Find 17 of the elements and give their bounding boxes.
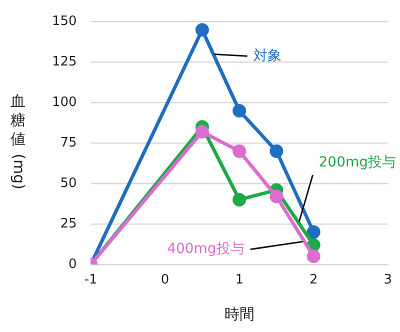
x-tick-label: 3 bbox=[384, 272, 392, 288]
y-tick-label: 25 bbox=[60, 216, 77, 232]
x-tick-label: 1 bbox=[235, 272, 244, 288]
text: 対象 bbox=[253, 48, 282, 64]
y-tick-label: 50 bbox=[60, 176, 77, 191]
y-axis-title: 血糖値 (mg) bbox=[10, 92, 28, 190]
x-tick-label: 0 bbox=[160, 272, 170, 288]
x-axis-title: 時間 bbox=[224, 304, 254, 323]
y-tick-label: 125 bbox=[52, 54, 77, 70]
text: 400mg投与 bbox=[167, 240, 244, 257]
y-tick-label: 150 bbox=[52, 14, 77, 30]
x-tick-label: 2 bbox=[309, 272, 318, 288]
y-tick-label: 0 bbox=[68, 256, 77, 272]
text: 200mg投与 bbox=[318, 154, 396, 171]
y-tick-label: 75 bbox=[60, 135, 77, 150]
x-tick-label: -1 bbox=[84, 272, 98, 288]
y-tick-label: 100 bbox=[52, 95, 77, 110]
